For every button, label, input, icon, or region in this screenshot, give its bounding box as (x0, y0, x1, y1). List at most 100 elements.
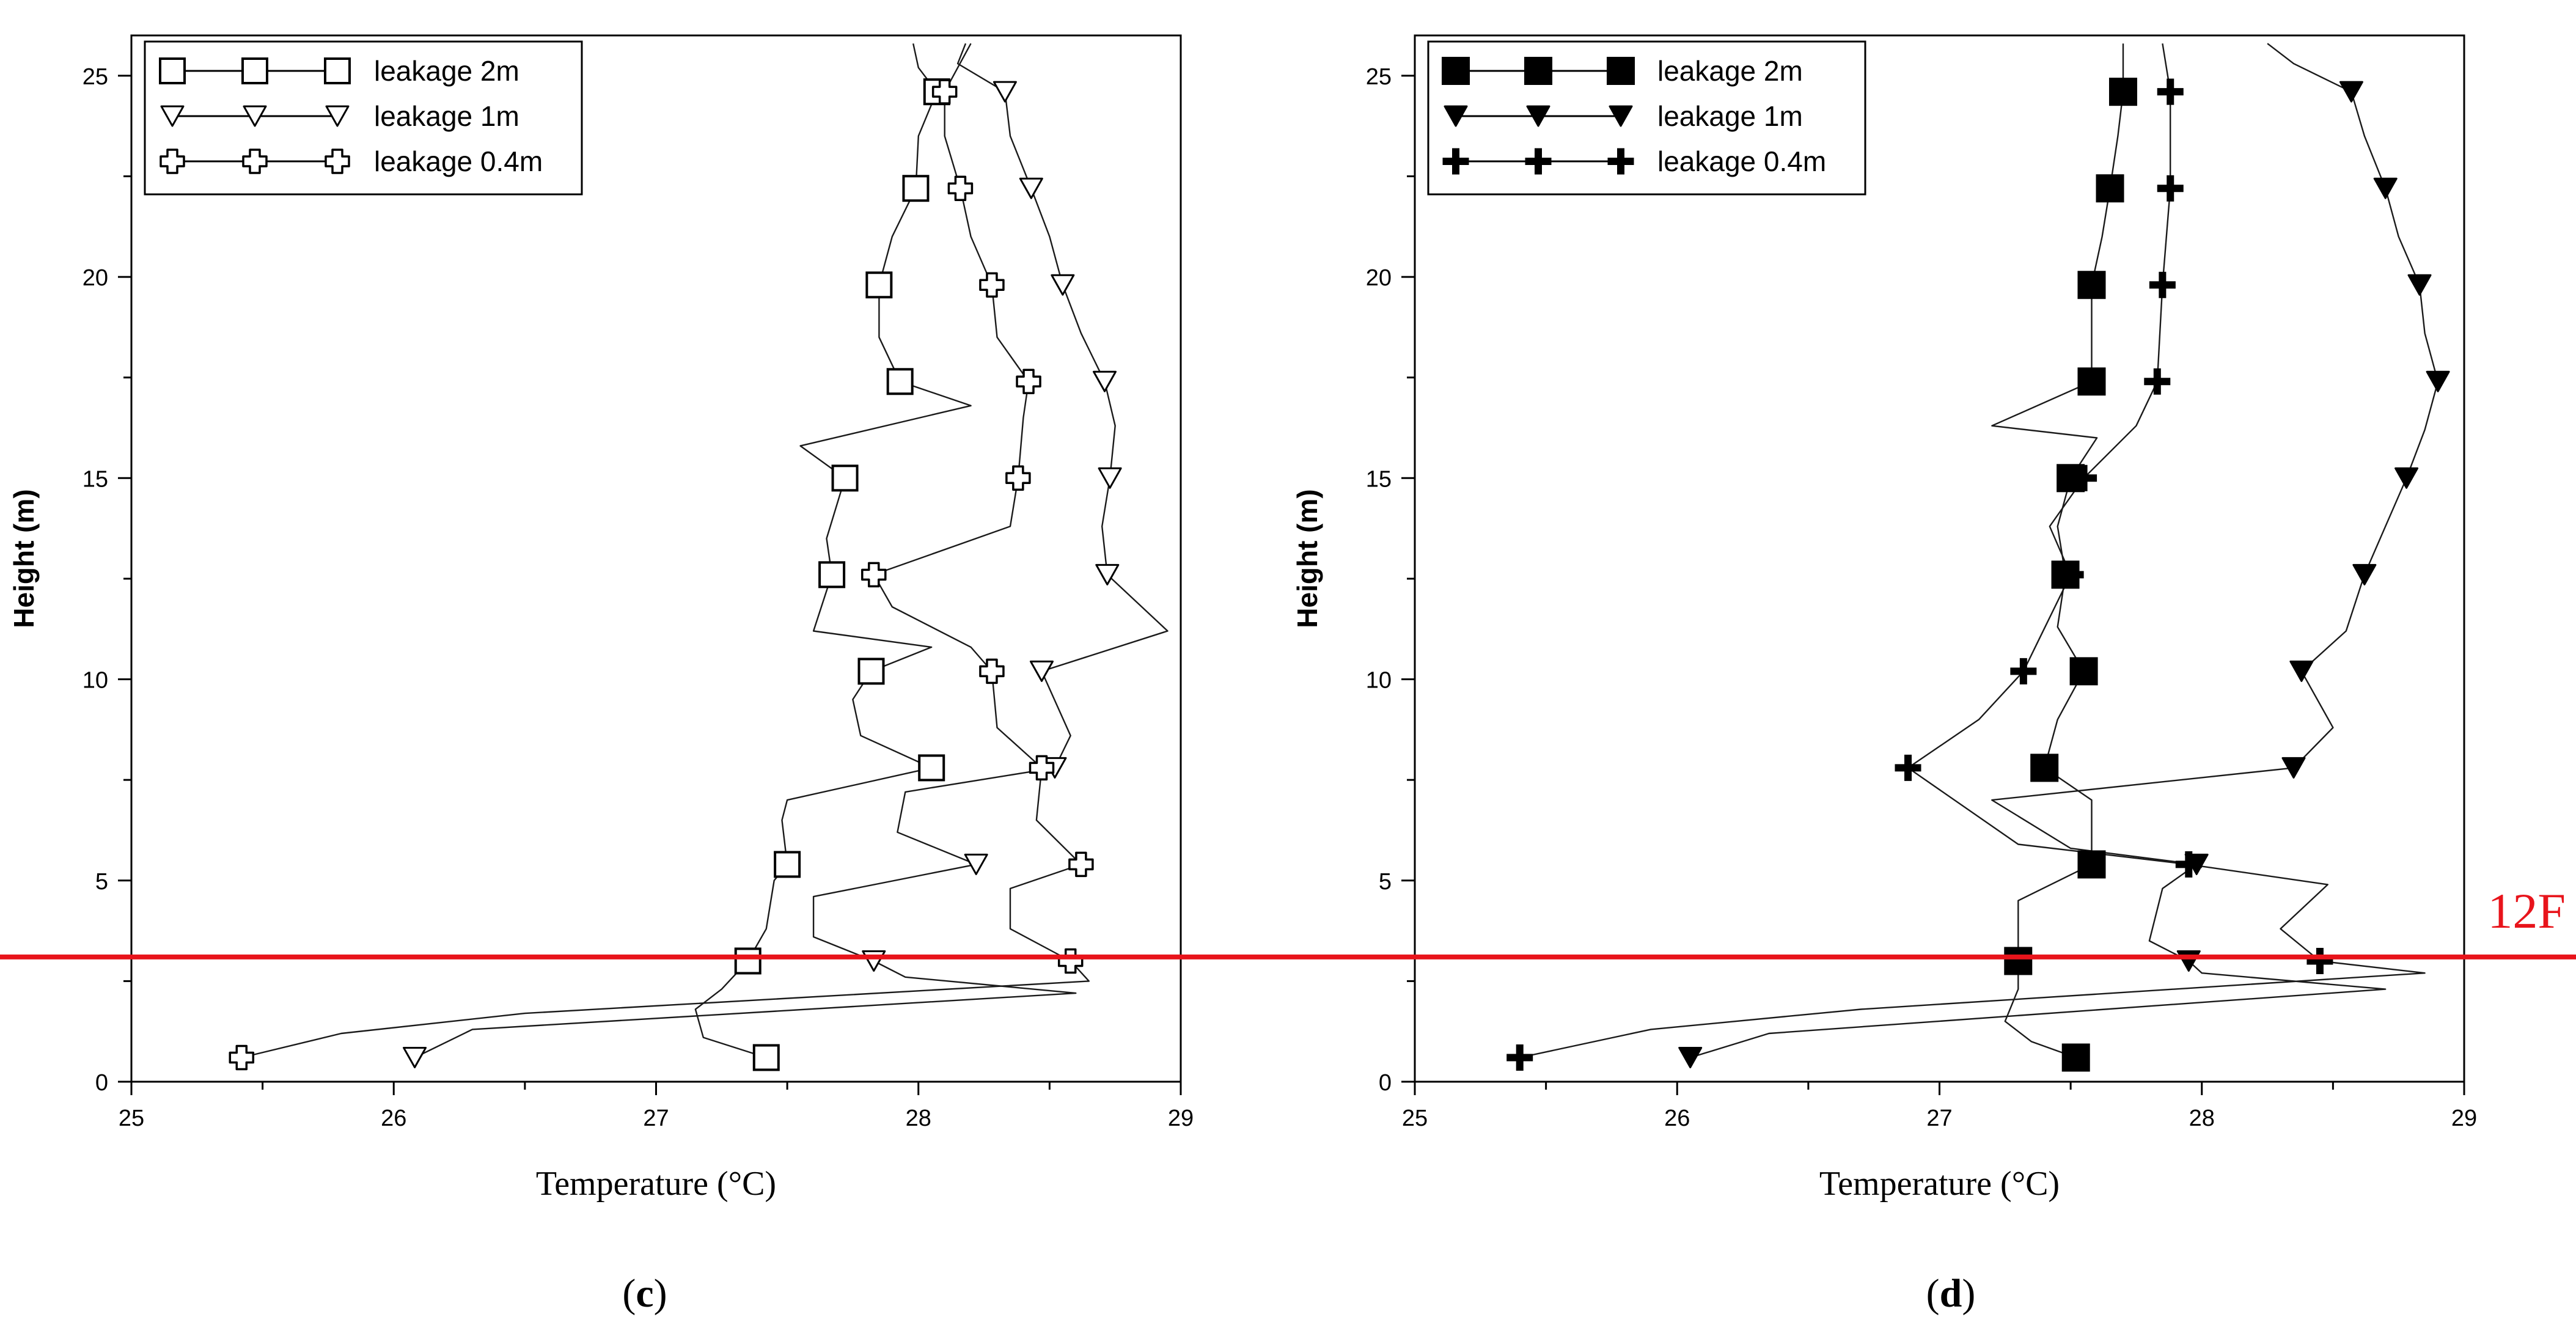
y-tick-label: 15 (1366, 466, 1392, 492)
data-point-d-2 (2175, 851, 2202, 878)
data-point-d-1 (2339, 81, 2363, 103)
data-point-c-1 (964, 853, 988, 875)
data-point-d-0 (2108, 78, 2137, 106)
y-tick-label: 20 (83, 265, 108, 291)
data-point-d-1 (2352, 563, 2377, 585)
data-point-d-0 (2061, 1043, 2090, 1072)
legend-marker (1444, 105, 1468, 127)
data-point-c-1 (1051, 274, 1075, 296)
data-point-c-0 (831, 464, 859, 492)
x-axis-title: Temperature (°C) (1819, 1165, 2060, 1203)
data-point-d-2 (1506, 1044, 1533, 1071)
series-line-d-1 (1690, 43, 2439, 1058)
series-line-c-0 (694, 43, 972, 1058)
x-tick-label: 25 (119, 1106, 144, 1131)
data-point-d-1 (2394, 467, 2419, 489)
data-point-d-2 (2057, 561, 2084, 588)
data-point-d-0 (2004, 947, 2033, 975)
legend-marker (1609, 105, 1633, 127)
data-point-c-1 (403, 1046, 427, 1068)
x-tick-label: 29 (2451, 1106, 2477, 1131)
data-point-c-0 (902, 175, 930, 202)
data-point-d-1 (2289, 660, 2314, 682)
legend-marker (160, 149, 185, 174)
data-point-c-2 (1016, 369, 1041, 395)
data-point-d-0 (2077, 271, 2106, 299)
series-lines-c (241, 43, 1169, 1058)
series-markers-c (229, 78, 1122, 1071)
data-point-d-2 (1895, 754, 1921, 781)
data-point-d-2 (2071, 464, 2097, 491)
data-point-c-1 (1029, 660, 1054, 682)
legend-d: leakage 2m leakage 1m leakage 0.4m (1427, 40, 1866, 196)
y-tick-label: 10 (1366, 668, 1392, 694)
data-point-c-2 (861, 562, 887, 588)
data-point-c-1 (1019, 177, 1043, 199)
data-point-c-0 (865, 271, 893, 299)
data-point-d-0 (2030, 754, 2059, 782)
data-point-c-1 (862, 950, 886, 972)
legend-marker (1607, 57, 1635, 85)
legend-marker (325, 149, 350, 174)
y-tick-label: 0 (95, 1070, 108, 1096)
data-point-d-1 (2373, 177, 2398, 199)
data-point-d-2 (2157, 78, 2184, 105)
y-tick-label: 25 (1366, 64, 1392, 90)
data-point-d-2 (2144, 368, 2171, 395)
data-point-d-0 (2077, 367, 2106, 396)
axes-d: 25 26 27 28 29 0 5 10 15 20 25 Temperature (°C) Heig… (1291, 34, 2477, 1203)
legend-marker (160, 105, 185, 127)
data-point-c-1 (1098, 467, 1122, 489)
series-lines-d (1519, 43, 2439, 1058)
legend-box (144, 40, 583, 196)
data-point-d-1 (2426, 370, 2450, 392)
x-tick-label: 29 (1168, 1106, 1194, 1131)
legend-marker (159, 57, 186, 84)
series-line-c-2 (241, 43, 1090, 1058)
x-axis-title: Temperature (°C) (536, 1165, 776, 1203)
legend-box (1427, 40, 1866, 196)
x-tick-label: 27 (643, 1106, 669, 1131)
legend-label: leakage 0.4m (1657, 145, 1826, 177)
legend-label: leakage 1m (374, 100, 519, 132)
legend-label: leakage 0.4m (374, 145, 543, 177)
panel-label-d: (d) (1926, 1271, 1976, 1316)
series-line-c-1 (414, 43, 1169, 1058)
x-tick-label: 27 (1926, 1106, 1952, 1131)
legend-marker (242, 149, 268, 174)
data-point-d-0 (2096, 174, 2124, 203)
reference-line-label: 12F (2487, 883, 2566, 939)
data-point-c-0 (886, 368, 914, 395)
chart-panel-c: 25 26 27 28 29 0 5 10 15 20 25 Temperature (°C) Heig… (8, 34, 1194, 1203)
legend-c: leakage 2m leakage 1m leakage 0.4m (144, 40, 583, 196)
axes-c: 25 26 27 28 29 0 5 10 15 20 25 Temperature (°C) Heig… (8, 34, 1194, 1203)
data-point-c-0 (752, 1044, 780, 1071)
legend-marker (1442, 57, 1470, 85)
legend-marker (1525, 148, 1552, 175)
data-point-d-1 (2281, 757, 2306, 779)
y-axis-title: Height (m) (8, 489, 40, 628)
data-point-c-2 (979, 272, 1005, 298)
data-point-c-2 (1068, 851, 1094, 878)
data-point-c-0 (734, 947, 761, 975)
data-point-c-2 (931, 79, 958, 105)
data-point-d-0 (2077, 850, 2106, 879)
legend-marker (1607, 148, 1634, 175)
data-point-d-2 (2149, 271, 2176, 298)
legend-label: leakage 2m (374, 55, 519, 87)
data-point-d-1 (2407, 274, 2432, 296)
data-point-c-0 (857, 658, 885, 685)
data-point-d-2 (2306, 947, 2333, 974)
panel-label-c: (c) (622, 1271, 667, 1316)
data-point-c-1 (1095, 563, 1120, 585)
x-tick-label: 28 (2189, 1106, 2215, 1131)
legend-label: leakage 1m (1657, 100, 1803, 132)
data-point-c-2 (229, 1044, 255, 1071)
y-tick-label: 5 (1379, 869, 1392, 895)
data-point-c-0 (818, 561, 846, 589)
y-tick-label: 10 (83, 668, 108, 694)
x-tick-label: 28 (906, 1106, 931, 1131)
y-tick-label: 25 (83, 64, 108, 90)
legend-marker (1442, 148, 1469, 175)
